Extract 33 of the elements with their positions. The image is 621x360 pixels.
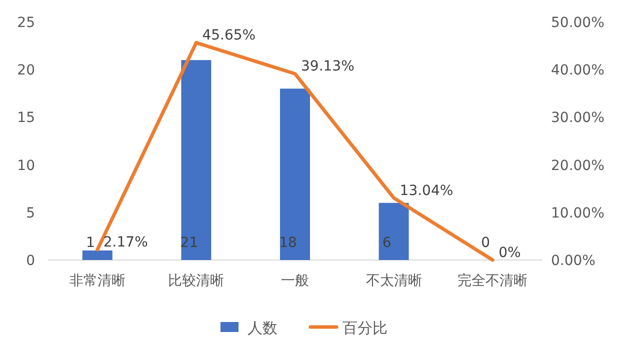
- bar: [181, 60, 212, 260]
- data-label: 0%: [498, 245, 521, 261]
- data-label: 6: [382, 235, 392, 251]
- y-tick-label: 10: [17, 158, 35, 174]
- data-label: 39.13%: [301, 58, 354, 75]
- y-tick-label: 0: [26, 253, 35, 269]
- y2-tick-label: 30.00%: [551, 110, 604, 126]
- y-tick-label: 5: [26, 205, 35, 222]
- bar: [280, 88, 310, 260]
- y2-tick-label: 50.00%: [551, 15, 604, 31]
- x-tick-label: 非常清晰: [69, 273, 126, 289]
- y2-tick-label: 40.00%: [551, 62, 604, 79]
- x-tick-label: 完全不清晰: [458, 273, 528, 289]
- bar: [378, 202, 409, 260]
- data-label: 0: [481, 235, 490, 251]
- legend-label: 人数: [248, 319, 278, 337]
- data-label: 13.04%: [400, 182, 454, 199]
- y2-tick-label: 20.00%: [551, 158, 604, 174]
- y2-tick-label: 0.00%: [551, 253, 596, 269]
- y-tick-label: 25: [17, 15, 35, 31]
- data-label: 2.17%: [103, 234, 148, 251]
- x-tick-label: 比较清晰: [168, 273, 224, 289]
- line-series: [96, 40, 494, 262]
- x-tick-label: 一般: [281, 273, 309, 289]
- x-tick-label: 不太清晰: [366, 273, 422, 289]
- data-label: 18: [279, 235, 297, 251]
- data-label: 1: [86, 235, 95, 251]
- y-tick-label: 15: [17, 110, 35, 126]
- y-tick-label: 20: [17, 62, 35, 79]
- data-label: 45.65%: [202, 28, 256, 44]
- legend-label: 百分比: [342, 319, 388, 337]
- y2-tick-label: 10.00%: [551, 205, 604, 222]
- bar: [82, 250, 112, 260]
